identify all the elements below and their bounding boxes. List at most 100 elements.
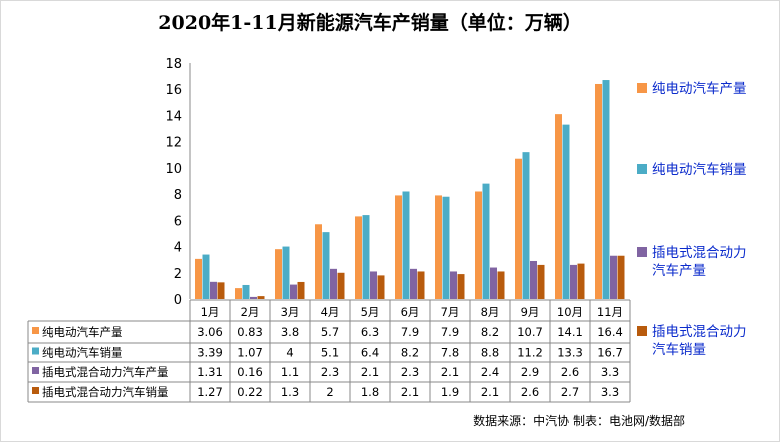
data-label: 1.27 — [197, 385, 223, 399]
legend-key — [637, 247, 647, 257]
data-label: 0.22 — [237, 385, 263, 399]
bar-3-6 — [457, 274, 465, 299]
data-label: 3.3 — [601, 365, 619, 379]
y-tick-label: 14 — [165, 109, 182, 124]
y-tick-label: 12 — [165, 136, 182, 151]
x-tick-label: 8月 — [481, 305, 500, 319]
data-label: 4 — [286, 346, 293, 360]
data-label: 1.07 — [237, 346, 263, 360]
data-label: 16.7 — [597, 346, 623, 360]
table-legend-key — [32, 347, 39, 355]
data-label: 11.2 — [517, 346, 543, 360]
data-label: 3.39 — [197, 346, 223, 360]
data-label: 2.7 — [561, 385, 579, 399]
bar-0-10 — [595, 83, 602, 299]
bar-2-10 — [610, 255, 617, 299]
data-label: 2 — [326, 385, 333, 399]
legend-label: 插电式混合动力 — [652, 324, 747, 340]
table-legend-key — [32, 367, 39, 374]
bar-0-6 — [435, 195, 442, 299]
bar-2-2 — [290, 284, 297, 299]
x-tick-label: 9月 — [521, 305, 540, 319]
data-label: 2.9 — [521, 365, 539, 379]
bar-0-5 — [395, 195, 402, 299]
y-tick-label: 2 — [174, 267, 182, 282]
bar-3-1 — [257, 296, 265, 299]
data-label: 13.3 — [557, 346, 583, 360]
bar-0-3 — [315, 224, 322, 299]
chart-title: 2020年1-11月新能源汽车产销量（单位：万辆） — [158, 11, 581, 34]
legend-label: 汽车产量 — [652, 262, 706, 279]
data-label: 3.06 — [197, 325, 223, 339]
legend-key — [637, 326, 647, 336]
data-label: 7.8 — [441, 346, 459, 360]
table-legend-key — [32, 327, 39, 334]
bar-1-0 — [202, 254, 210, 299]
bar-3-4 — [377, 275, 385, 299]
y-tick-label: 0 — [174, 293, 182, 308]
legend-label: 插电式混合动力 — [652, 245, 747, 261]
table-row-label: 纯电动汽车销量 — [42, 346, 123, 360]
bar-3-10 — [617, 255, 625, 299]
data-label: 16.4 — [597, 325, 623, 339]
data-label: 0.16 — [237, 365, 263, 379]
bar-1-10 — [602, 80, 610, 300]
bar-1-5 — [402, 191, 410, 299]
bar-3-2 — [297, 281, 305, 299]
bar-1-3 — [322, 232, 330, 299]
data-label: 2.1 — [401, 385, 419, 399]
data-label: 7.9 — [441, 325, 459, 339]
bar-1-1 — [242, 284, 250, 299]
bar-2-4 — [370, 271, 377, 299]
table-legend-key — [32, 387, 39, 394]
bar-2-6 — [450, 271, 457, 299]
bar-0-4 — [355, 216, 362, 299]
data-label: 1.9 — [441, 385, 459, 399]
source-note: 数据来源：中汽协 制表：电池网/数据部 — [473, 413, 685, 428]
bar-0-1 — [235, 288, 242, 299]
y-tick-label: 10 — [165, 162, 182, 177]
data-label: 8.2 — [401, 346, 419, 360]
legend-label: 纯电动汽车销量 — [652, 161, 747, 178]
bar-3-9 — [577, 263, 585, 299]
data-label: 1.3 — [281, 385, 299, 399]
bar-2-1 — [250, 296, 257, 299]
table-row-label: 插电式混合动力汽车销量 — [42, 385, 169, 399]
y-tick-label: 6 — [174, 214, 182, 229]
x-tick-label: 11月 — [597, 305, 623, 319]
x-tick-label: 7月 — [441, 305, 460, 319]
bar-1-9 — [562, 124, 570, 299]
x-tick-label: 1月 — [201, 305, 220, 319]
data-label: 6.3 — [361, 325, 379, 339]
x-tick-label: 10月 — [557, 305, 583, 319]
data-label: 2.1 — [361, 365, 379, 379]
bar-3-5 — [417, 271, 425, 299]
data-label: 6.4 — [361, 346, 379, 360]
bar-2-9 — [570, 264, 577, 299]
bar-3-7 — [497, 271, 505, 299]
bar-1-6 — [442, 196, 450, 299]
bar-1-4 — [362, 215, 370, 299]
bar-3-3 — [337, 272, 345, 299]
bar-1-8 — [522, 152, 530, 299]
bar-1-7 — [482, 183, 490, 299]
data-label: 3.3 — [601, 385, 619, 399]
data-label: 2.1 — [441, 365, 459, 379]
x-tick-label: 5月 — [361, 305, 380, 319]
data-label: 2.3 — [321, 365, 339, 379]
data-label: 1.31 — [197, 365, 223, 379]
data-label: 8.8 — [481, 346, 499, 360]
data-label: 1.8 — [361, 385, 379, 399]
y-tick-label: 8 — [174, 188, 182, 203]
x-tick-label: 3月 — [281, 305, 300, 319]
bar-2-3 — [330, 268, 337, 299]
bar-0-8 — [515, 158, 522, 299]
legend-label: 纯电动汽车产量 — [652, 80, 747, 97]
bar-2-8 — [530, 260, 537, 299]
x-tick-label: 2月 — [241, 305, 260, 319]
data-label: 2.6 — [521, 385, 539, 399]
bar-3-8 — [537, 264, 545, 299]
data-label: 2.4 — [481, 365, 499, 379]
data-label: 8.2 — [481, 325, 499, 339]
